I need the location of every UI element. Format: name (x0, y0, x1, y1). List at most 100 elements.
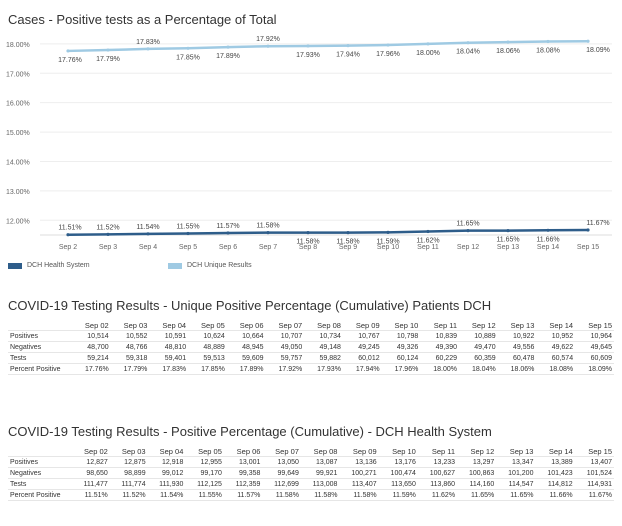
y-tick-label: 15.00% (6, 130, 30, 137)
table-cell: 11.66% (535, 489, 575, 501)
data-label: 17.96% (376, 51, 400, 58)
table-cell: 11.51% (72, 489, 110, 501)
table-cell: 49,470 (459, 341, 498, 353)
table-cell: 11.54% (147, 489, 186, 501)
table-cell: 13,297 (457, 456, 497, 468)
table-cell: 10,624 (188, 330, 227, 342)
table-cell: 49,148 (304, 341, 343, 353)
table-row: Positives 12,827 12,875 12,918 12,955 13,001 1… (8, 456, 614, 468)
data-label: 11.58% (336, 239, 359, 246)
data-point (106, 48, 110, 52)
column-header: Sep 04 (162, 320, 187, 330)
x-tick-label: Sep 8 (299, 244, 317, 251)
table-corner (8, 446, 72, 457)
data-label: 11.55% (176, 224, 199, 231)
legend-item-health-system: DCH Health System (8, 262, 90, 269)
column-header: Sep 06 (236, 446, 261, 456)
column-header: Sep 09 (352, 446, 377, 456)
data-point (386, 43, 390, 47)
table-cell: 48,889 (188, 341, 227, 353)
data-point (506, 40, 510, 44)
table-cell: 60,124 (381, 352, 421, 364)
table-cell: 59,882 (304, 352, 343, 364)
table-cell: 60,609 (575, 352, 614, 364)
data-label: 17.76% (58, 57, 82, 64)
series-line (67, 228, 589, 236)
table-cell: 18.06% (497, 363, 537, 375)
data-point (586, 39, 590, 43)
table-cell: 12,827 (72, 456, 110, 468)
table-cell: 13,050 (262, 456, 301, 468)
x-tick-label: Sep 12 (457, 244, 479, 251)
table-cell: 18.00% (420, 363, 459, 375)
table-row: Tests 59,214 59,318 59,401 59,513 59,609 59,75… (8, 352, 614, 364)
table-cell: 114,160 (457, 478, 497, 490)
table-cell: 17.89% (226, 363, 266, 375)
row-label: Negatives (8, 467, 72, 479)
data-label: 17.83% (136, 39, 160, 46)
table-cell: 11.67% (574, 489, 614, 501)
table-cell: 13,087 (300, 456, 340, 468)
column-header: Sep 03 (123, 320, 148, 330)
data-label: 11.51% (58, 225, 81, 232)
data-label: 11.65% (456, 221, 479, 228)
data-point (266, 231, 270, 235)
column-header: Sep 14 (549, 320, 574, 330)
table-cell: 112,125 (185, 478, 224, 490)
data-point (146, 232, 150, 236)
y-tick-label: 14.00% (6, 159, 30, 166)
table-cell: 11.65% (496, 489, 536, 501)
data-label: 11.54% (136, 224, 159, 231)
table-cell: 11.58% (300, 489, 340, 501)
table-cell: 60,229 (420, 352, 459, 364)
table-cell: 13,233 (417, 456, 458, 468)
table-cell: 114,812 (535, 478, 575, 490)
table-cell: 17.76% (72, 363, 111, 375)
table-cell: 101,200 (496, 467, 536, 479)
data-label: 11.52% (96, 224, 119, 231)
table-row: Negatives 48,700 48,766 48,810 48,889 48,945 4… (8, 341, 614, 353)
row-label: Tests (8, 478, 72, 490)
table-cell: 10,734 (304, 330, 343, 342)
table-cell: 48,700 (72, 341, 111, 353)
row-label: Positives (8, 330, 72, 342)
data-label: 17.94% (336, 52, 360, 59)
column-header: Sep 10 (392, 446, 416, 456)
column-header: Sep 13 (510, 320, 535, 330)
table-cell: 11.57% (223, 489, 263, 501)
table-cell: 18.09% (575, 363, 614, 375)
table-cell: 60,012 (342, 352, 382, 364)
table-cell: 10,552 (110, 330, 150, 342)
column-header: Sep 08 (313, 446, 338, 456)
column-header: Sep 08 (317, 320, 341, 330)
row-label: Percent Positive (8, 363, 72, 375)
table-cell: 99,921 (300, 467, 340, 479)
x-tick-label: Sep 6 (219, 244, 237, 251)
data-label: 11.58% (256, 223, 279, 230)
x-tick-label: Sep 11 (417, 244, 439, 251)
data-point (66, 49, 70, 53)
row-label: Negatives (8, 341, 72, 353)
table-cell: 18.08% (536, 363, 576, 375)
x-tick-label: Sep 5 (179, 244, 197, 251)
table-cell: 17.93% (304, 363, 343, 375)
table-cell: 11.59% (378, 489, 418, 501)
table-cell: 10,664 (226, 330, 266, 342)
data-point (186, 231, 190, 236)
table2-title: COVID-19 Testing Results - Positive Perc… (8, 424, 492, 439)
data-label: 17.89% (216, 53, 240, 60)
column-header: Sep 15 (588, 446, 612, 456)
table-cell: 49,390 (420, 341, 459, 353)
data-label: 11.65% (496, 237, 519, 244)
legend-swatch (8, 262, 22, 269)
data-point (466, 41, 470, 45)
table-cell: 59,318 (110, 352, 150, 364)
x-tick-label: Sep 14 (537, 244, 559, 251)
data-label: 11.62% (416, 237, 439, 244)
table-cell: 17.94% (342, 363, 382, 375)
data-point (426, 229, 430, 234)
table-row: Tests 111,477 111,774 111,930 112,125 112,359… (8, 478, 614, 490)
data-point (386, 230, 390, 234)
data-label: 11.59% (376, 238, 399, 245)
table-cell: 59,609 (226, 352, 266, 364)
